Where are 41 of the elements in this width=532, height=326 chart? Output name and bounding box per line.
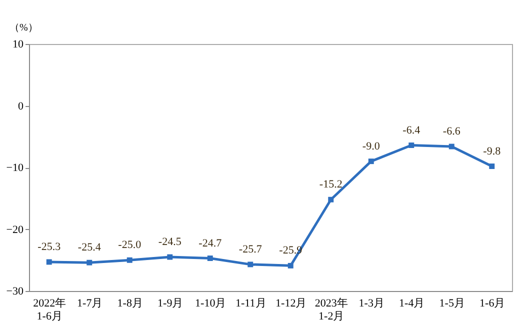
y-tick-label: 0	[18, 100, 24, 112]
data-label: -6.4	[402, 124, 421, 136]
data-label: -25.4	[78, 242, 102, 254]
y-tick-label: −20	[6, 224, 24, 236]
y-tick-label: −10	[6, 162, 24, 174]
point	[207, 256, 213, 262]
x-tick-label: 1-6月	[480, 298, 506, 310]
y-tick-label: 10	[12, 38, 24, 50]
data-label: -9.0	[362, 140, 380, 152]
y-tick-label: −30	[6, 286, 24, 298]
point	[328, 196, 334, 202]
data-label: -25.0	[118, 239, 142, 252]
data-label: -9.8	[483, 145, 502, 158]
y-axis-title: （%）	[10, 22, 38, 34]
x-tick-label: 1-8月	[117, 298, 143, 310]
point	[46, 259, 52, 265]
point	[448, 144, 454, 150]
x-tick-label: 1-9月	[158, 298, 184, 310]
x-tick-label: 1-11月	[235, 298, 266, 310]
point	[489, 164, 495, 170]
point	[248, 262, 254, 268]
point	[86, 260, 92, 266]
x-tick-label: 1-5月	[439, 298, 465, 310]
x-tick-label: 2023年 1-2月	[314, 298, 348, 322]
point	[408, 142, 414, 148]
data-label: -24.5	[158, 236, 182, 248]
x-tick-label: 2022年 1-6月	[33, 298, 66, 322]
data-label: -24.7	[198, 237, 222, 250]
data-label: -15.2	[319, 178, 342, 191]
x-tick-label: 1-4月	[399, 298, 425, 310]
point	[167, 254, 173, 260]
point	[368, 158, 374, 164]
x-tick-label: 1-7月	[77, 298, 103, 310]
data-label: -25.7	[238, 243, 262, 256]
point	[288, 262, 294, 268]
x-tick-label: 1-10月	[195, 298, 226, 310]
data-label: -6.6	[442, 126, 461, 138]
data-label: -25.3	[38, 240, 62, 253]
point	[126, 257, 132, 263]
x-tick-label: 1-3月	[358, 298, 384, 310]
x-tick-label: 1-12月	[276, 298, 307, 310]
